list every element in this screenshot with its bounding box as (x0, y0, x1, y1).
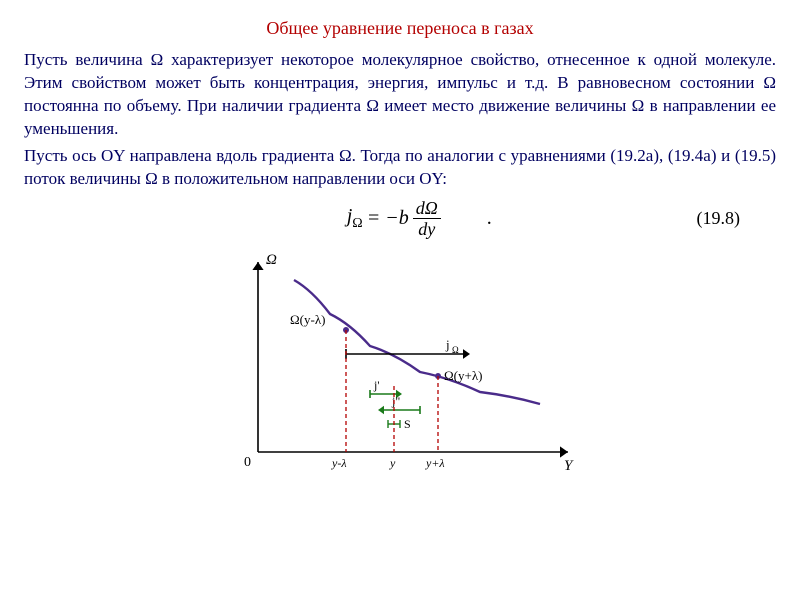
paragraph-1: Пусть величина Ω характеризует некоторое… (24, 49, 776, 141)
omega-6: Ω (145, 169, 158, 188)
svg-text:S: S (404, 417, 411, 431)
svg-text:j: j (445, 337, 450, 352)
svg-text:Ω(y+λ): Ω(y+λ) (444, 368, 482, 383)
figure-container: ΩY0Ω(y-λ)Ω(y+λ)jΩj'j"Sy-λyy+λ (24, 244, 776, 484)
eq-number: (19.8) (492, 208, 776, 229)
p2-e: : (442, 169, 447, 188)
eq-lhs: jΩ (347, 205, 363, 232)
svg-text:Ω: Ω (266, 252, 277, 268)
p1-a: Пусть величина (24, 50, 151, 69)
svg-text:Ω: Ω (452, 345, 459, 355)
p2-a: Пусть ось (24, 146, 101, 165)
omega-3: Ω (366, 96, 379, 115)
svg-text:Ω(y-λ): Ω(y-λ) (290, 312, 325, 327)
equation: jΩ = −b dΩ dy . (347, 199, 492, 238)
svg-text:0: 0 (244, 455, 251, 470)
svg-text:j': j' (373, 378, 380, 392)
omega-2: Ω (763, 73, 776, 92)
equation-row: jΩ = −b dΩ dy . (19.8) (24, 199, 776, 238)
svg-text:y-λ: y-λ (331, 456, 347, 470)
p1-d: имеет место движение величины (379, 96, 632, 115)
eq-fraction: dΩ dy (413, 199, 441, 238)
svg-text:y: y (389, 456, 396, 470)
oy-2: OY (419, 169, 442, 188)
slide-title: Общее уравнение переноса в газах (24, 18, 776, 39)
omega-5: Ω (339, 146, 352, 165)
p2-b: направлена вдоль градиента (125, 146, 339, 165)
svg-text:Y: Y (564, 458, 574, 474)
transport-figure: ΩY0Ω(y-λ)Ω(y+λ)jΩj'j"Sy-λyy+λ (210, 244, 590, 484)
p1-c: постоянна по объему. При наличии градиен… (24, 96, 366, 115)
svg-text:y+λ: y+λ (425, 456, 445, 470)
p2-d: в положительном направлении оси (158, 169, 420, 188)
omega-1: Ω (151, 50, 164, 69)
omega-4: Ω (632, 96, 645, 115)
svg-text:j": j" (391, 394, 400, 408)
eq-frac-den: dy (415, 219, 438, 238)
eq-eq: = −b (367, 207, 409, 230)
paragraph-2: Пусть ось OY направлена вдоль градиента … (24, 145, 776, 191)
eq-frac-num: dΩ (413, 199, 441, 219)
eq-j-sub: Ω (352, 216, 362, 231)
oy-1: OY (101, 146, 125, 165)
